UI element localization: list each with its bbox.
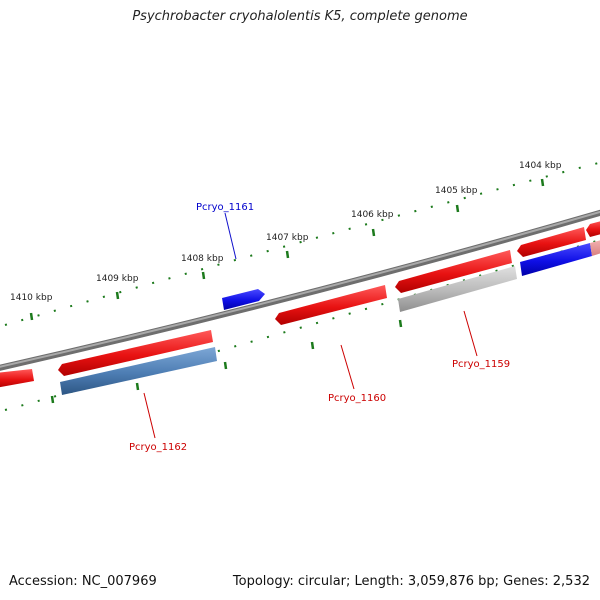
label-pcryo-1162[interactable]: Pcryo_1162	[129, 442, 187, 453]
major-tick	[310, 341, 315, 350]
scale-label-1410: 1410 kbp	[10, 293, 53, 303]
gene-blue-right[interactable]	[520, 243, 592, 276]
map-title: Psychrobacter cryohalolentis K5, complet…	[132, 9, 468, 24]
gene-labels: Pcryo_1161 Pcryo_1162 Pcryo_1160 Pcryo_1…	[129, 202, 510, 453]
gene-right-2[interactable]	[586, 220, 600, 237]
label-pcryo-1159[interactable]: Pcryo_1159	[452, 359, 510, 370]
forward-strand-genes	[0, 220, 600, 388]
major-tick	[115, 291, 120, 300]
scale-label-1404: 1404 kbp	[519, 161, 562, 171]
major-tick	[223, 361, 228, 370]
major-tick	[29, 312, 34, 321]
label-pcryo-1160[interactable]: Pcryo_1160	[328, 393, 386, 404]
gene-left-edge[interactable]	[0, 369, 34, 388]
leader-pcryo-1161	[224, 212, 237, 260]
gene-pcryo-1160[interactable]	[275, 285, 387, 325]
major-tick	[540, 178, 545, 187]
major-tick	[398, 319, 403, 328]
gene-pcryo-1162[interactable]	[60, 347, 217, 395]
gene-pcryo-1162-upper[interactable]	[58, 330, 213, 376]
gene-pink-right[interactable]	[590, 239, 600, 256]
label-leaders	[143, 212, 478, 439]
outer-strand-genes	[222, 289, 265, 310]
gene-right-1[interactable]	[517, 227, 586, 257]
label-pcryo-1161[interactable]: Pcryo_1161	[196, 202, 254, 213]
leader-pcryo-1162	[143, 392, 156, 439]
scale-label-1409: 1409 kbp	[96, 274, 139, 284]
outer-major-ticks	[29, 178, 545, 321]
major-tick	[371, 228, 376, 237]
inner-major-ticks	[50, 319, 403, 404]
scale-labels: 1410 kbp 1409 kbp 1408 kbp 1407 kbp 1406…	[10, 161, 562, 303]
gene-pcryo-1159[interactable]	[398, 266, 517, 312]
major-tick	[285, 250, 290, 259]
major-tick	[135, 382, 140, 391]
leader-pcryo-1159	[463, 310, 478, 357]
scale-label-1406: 1406 kbp	[351, 210, 394, 220]
leader-pcryo-1160	[340, 344, 355, 390]
major-tick	[50, 395, 55, 404]
major-tick	[201, 271, 206, 280]
second-row-genes	[60, 239, 600, 395]
gene-pcryo-1159-upper[interactable]	[395, 250, 512, 293]
genome-backbone-highlight	[0, 210, 600, 368]
scale-label-1407: 1407 kbp	[266, 233, 309, 243]
topology-text: Topology: circular; Length: 3,059,876 bp…	[232, 574, 590, 589]
scale-label-1405: 1405 kbp	[435, 186, 478, 196]
major-tick	[455, 204, 460, 213]
gene-pcryo-1161[interactable]	[222, 289, 265, 310]
accession-text: Accession: NC_007969	[9, 574, 157, 589]
scale-label-1408: 1408 kbp	[181, 254, 224, 264]
